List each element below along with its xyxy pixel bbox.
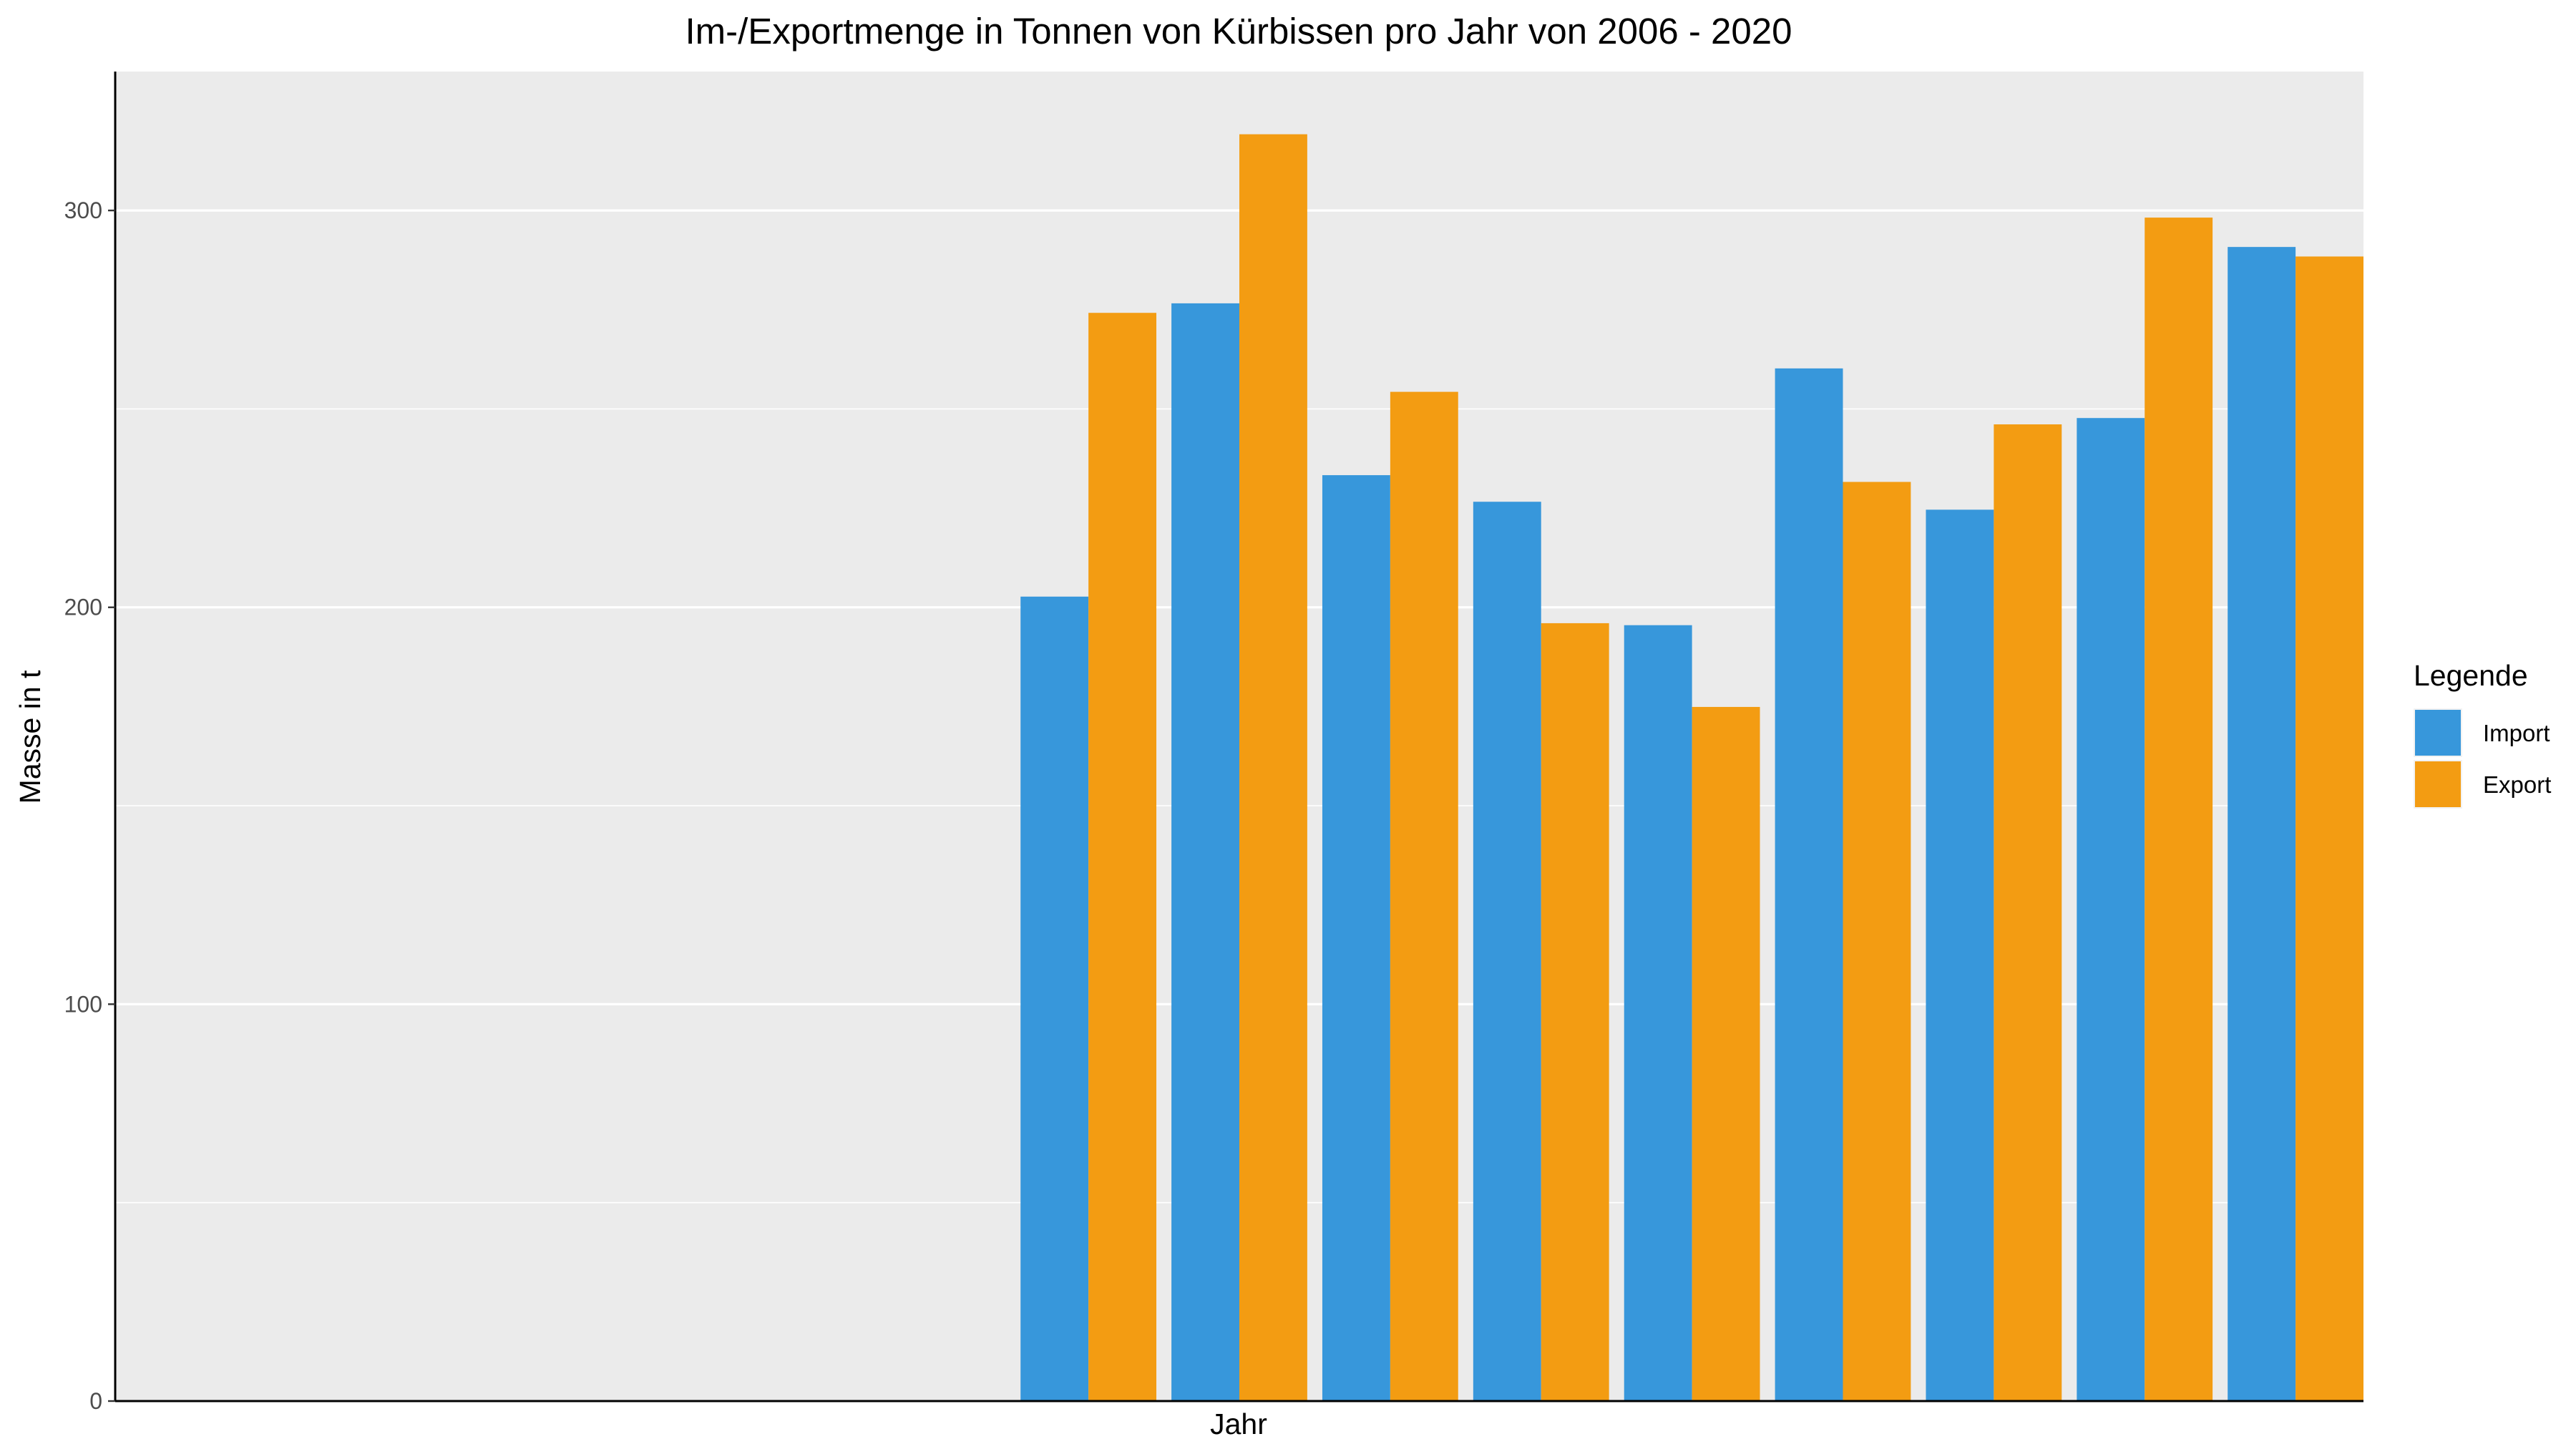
legend-items: Import Export	[2414, 708, 2551, 809]
legend-title: Legende	[2414, 659, 2528, 692]
legend-swatch-import	[2415, 710, 2461, 756]
bar-export	[1692, 706, 1760, 1401]
y-tick-label: 0	[89, 1388, 102, 1414]
bar-export	[1088, 313, 1157, 1401]
bar-export	[2296, 256, 2363, 1402]
y-tick-label: 100	[64, 991, 102, 1017]
bar-export	[1994, 424, 2062, 1402]
bar-import	[2228, 247, 2296, 1402]
bar-import	[1322, 475, 1390, 1401]
bar-export	[1843, 482, 1911, 1402]
bars	[1020, 134, 2363, 1402]
y-axis-title: Masse in t	[14, 670, 47, 804]
bar-export	[1239, 134, 1307, 1401]
y-ticks: 0 100 200 300	[64, 197, 115, 1414]
bar-import	[1926, 509, 1994, 1401]
legend-label-import: Import	[2483, 720, 2550, 746]
y-tick-label: 200	[64, 595, 102, 620]
bar-import	[1775, 368, 1843, 1402]
legend: Legende Import Export	[2414, 659, 2551, 809]
bar-import	[1473, 502, 1541, 1401]
bar-import	[1020, 596, 1089, 1401]
legend-swatch-export	[2415, 761, 2461, 807]
bar-export	[2145, 218, 2213, 1402]
bar-import	[1624, 625, 1692, 1401]
x-axis-title: Jahr	[1210, 1407, 1267, 1440]
chart-title: Im-/Exportmenge in Tonnen von Kürbissen …	[686, 11, 1792, 52]
bar-import	[1171, 303, 1239, 1401]
legend-label-export: Export	[2483, 771, 2551, 798]
bar-import	[2077, 418, 2145, 1402]
bar-export	[1390, 391, 1458, 1401]
bar-export	[1541, 623, 1609, 1401]
y-tick-label: 300	[64, 197, 102, 223]
